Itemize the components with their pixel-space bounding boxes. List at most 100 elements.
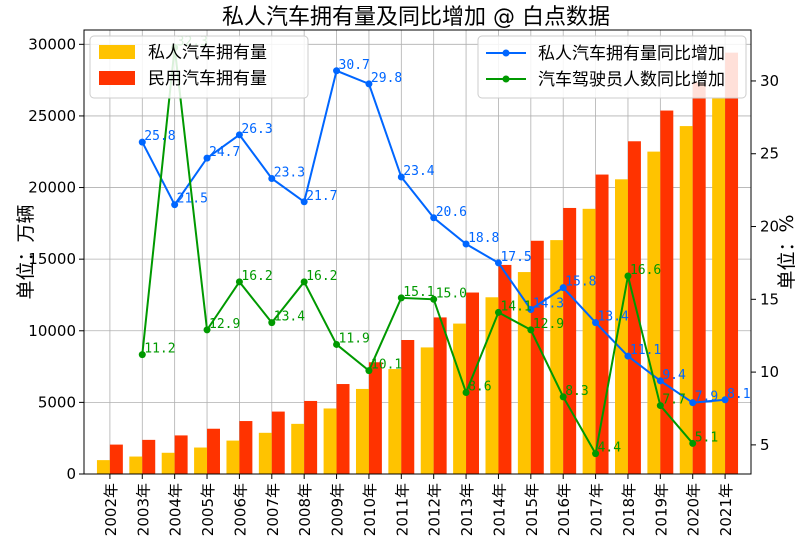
data-label: 17.5 — [500, 250, 531, 265]
data-label: 9.4 — [662, 368, 686, 383]
bar-civil — [725, 52, 739, 474]
y-right-tick-label: 10 — [760, 363, 779, 381]
legend-swatch — [99, 45, 135, 59]
series-point — [430, 295, 438, 303]
y-left-tick-label: 5000 — [38, 393, 76, 411]
series-point — [397, 294, 405, 302]
bar-civil — [304, 400, 318, 474]
lines — [138, 43, 729, 458]
data-label: 16.6 — [630, 263, 661, 278]
x-tick-label: 2019年 — [652, 483, 670, 536]
data-label: 15.1 — [403, 285, 434, 300]
legend-label: 汽车驾驶员人数同比增加 — [538, 70, 725, 90]
series-point — [527, 326, 535, 334]
x-tick-label: 2012年 — [426, 483, 444, 536]
bar-private — [129, 456, 143, 474]
bar-civil — [368, 362, 382, 474]
data-label: 18.8 — [468, 231, 499, 246]
chart-title: 私人汽车拥有量及同比增加 @ 白点数据 — [222, 5, 610, 30]
bar-private — [517, 272, 531, 474]
data-label: 14.1 — [500, 299, 531, 314]
series-point — [494, 259, 502, 267]
series-point — [171, 201, 179, 209]
data-label: 21.7 — [306, 189, 337, 204]
data-label: 11.9 — [339, 331, 370, 346]
series-point — [268, 174, 276, 182]
y-right-tick-label: 30 — [760, 72, 779, 90]
bar-civil — [174, 435, 188, 474]
x-tick-label: 2004年 — [167, 483, 185, 536]
series-point — [203, 326, 211, 334]
legend-label: 民用汽车拥有量 — [148, 69, 267, 89]
y-axis-right-label: 单位：% — [776, 214, 798, 289]
data-label: 25.8 — [144, 129, 175, 144]
data-label: 12.9 — [533, 317, 564, 332]
data-label: 11.1 — [630, 343, 661, 358]
series-point — [494, 308, 502, 316]
data-label: 15.0 — [436, 286, 467, 301]
bar-civil — [466, 292, 480, 474]
x-tick-label: 2013年 — [458, 483, 476, 536]
series-point — [592, 319, 600, 327]
y-left-tick-label: 30000 — [28, 35, 76, 53]
data-label: 4.4 — [598, 441, 622, 456]
data-label: 7.9 — [695, 390, 718, 405]
series-point — [462, 388, 470, 396]
bar-private — [291, 423, 305, 474]
y-left-tick-label: 15000 — [28, 250, 76, 268]
y-right-tick-label: 15 — [760, 290, 779, 308]
bar-civil — [207, 428, 220, 474]
series-point — [721, 396, 729, 404]
legend-marker — [502, 75, 510, 83]
series-point — [333, 340, 341, 348]
bar-civil — [627, 141, 641, 474]
x-tick-label: 2008年 — [296, 483, 314, 536]
bar-civil — [563, 207, 577, 474]
y-left-tick-label: 20000 — [28, 179, 76, 197]
legend-swatch — [99, 71, 135, 85]
x-tick-label: 2003年 — [134, 483, 152, 536]
series-point — [235, 131, 243, 139]
x-tick-label: 2010年 — [361, 483, 379, 536]
x-tick-label: 2017年 — [588, 483, 606, 536]
y-right-tick-label: 20 — [760, 218, 779, 236]
data-label: 11.2 — [144, 342, 175, 357]
bar-private — [679, 126, 693, 474]
series-point — [592, 450, 600, 458]
series-point — [689, 439, 697, 447]
series-point — [235, 278, 243, 286]
series-point — [138, 138, 146, 146]
series-point — [203, 154, 211, 162]
data-label: 21.5 — [177, 192, 208, 207]
data-label: 8.3 — [565, 384, 588, 399]
data-label: 20.6 — [436, 205, 467, 220]
y-right-tick-label: 25 — [760, 145, 779, 163]
legend-label: 私人汽车拥有量同比增加 — [538, 44, 725, 64]
bar-private — [712, 98, 726, 475]
x-tick-label: 2018年 — [620, 483, 638, 536]
series-point — [656, 377, 664, 385]
data-labels: 25.8 21.5 24.726.3 23.321.7 30.729.8 23.4 20.6… — [144, 34, 750, 455]
data-label: 24.7 — [209, 145, 240, 160]
bar-civil — [692, 82, 706, 475]
series-point — [268, 319, 276, 327]
x-tick-label: 2016年 — [555, 483, 573, 536]
x-tick-label: 2020年 — [685, 483, 703, 536]
axes: 0 5000 10000 15000 20000 25000 30000 5 10 15 20 25 3… — [28, 35, 779, 536]
series-point — [527, 306, 535, 314]
x-tick-label: 2002年 — [102, 483, 120, 536]
y-axis-left-label: 单位：万辆 — [15, 204, 37, 299]
bar-private — [388, 369, 402, 474]
data-label: 23.3 — [274, 165, 305, 180]
series-point — [300, 198, 308, 206]
data-label: 16.2 — [306, 269, 337, 284]
series-point — [624, 352, 632, 360]
bar-private — [615, 179, 628, 474]
data-label: 30.7 — [339, 58, 370, 73]
bar-civil — [239, 421, 253, 474]
data-label: 29.8 — [371, 71, 402, 86]
data-label: 26.3 — [241, 122, 272, 137]
legend-label: 私人汽车拥有量 — [148, 43, 267, 63]
